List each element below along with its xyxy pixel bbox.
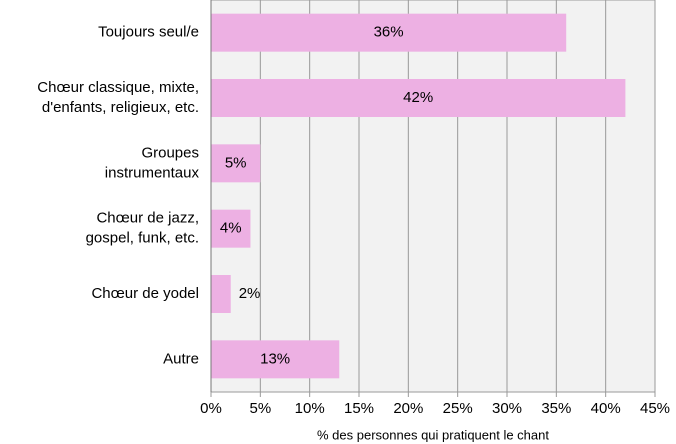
bar xyxy=(211,275,231,313)
y-tick-label: Chœur de jazz, gospel, funk, etc. xyxy=(86,210,199,247)
x-tick-label: 20% xyxy=(393,400,423,417)
x-tick-label: 30% xyxy=(492,400,522,417)
x-tick-label: 35% xyxy=(541,400,571,417)
bar xyxy=(211,340,340,379)
bar xyxy=(211,13,567,52)
data-label: 36% xyxy=(374,24,404,41)
data-label: 4% xyxy=(220,220,242,237)
y-tick-label: Chœur classique, mixte, d'enfants, religi… xyxy=(37,79,199,116)
x-tick-label: 45% xyxy=(640,400,670,417)
x-tick-label: 0% xyxy=(200,400,222,417)
data-label: 2% xyxy=(239,285,261,302)
data-label: 5% xyxy=(225,154,247,171)
x-tick-label: 40% xyxy=(591,400,621,417)
y-tick-label: Chœur de yodel xyxy=(91,285,199,302)
y-tick-label: Groupes instrumentaux xyxy=(105,144,200,181)
data-label: 13% xyxy=(260,350,290,367)
y-tick-label: Autre xyxy=(163,350,199,367)
x-tick-label: 25% xyxy=(443,400,473,417)
plot-area xyxy=(210,0,656,393)
y-tick-label: Toujours seul/e xyxy=(98,24,199,41)
x-tick-label: 10% xyxy=(295,400,325,417)
x-axis-title: % des personnes qui pratiquent le chant xyxy=(317,427,549,442)
data-label: 42% xyxy=(403,89,433,106)
bar xyxy=(211,79,626,117)
bar xyxy=(211,144,261,183)
bar xyxy=(211,209,251,248)
x-tick-label: 5% xyxy=(249,400,271,417)
x-tick-label: 15% xyxy=(344,400,374,417)
